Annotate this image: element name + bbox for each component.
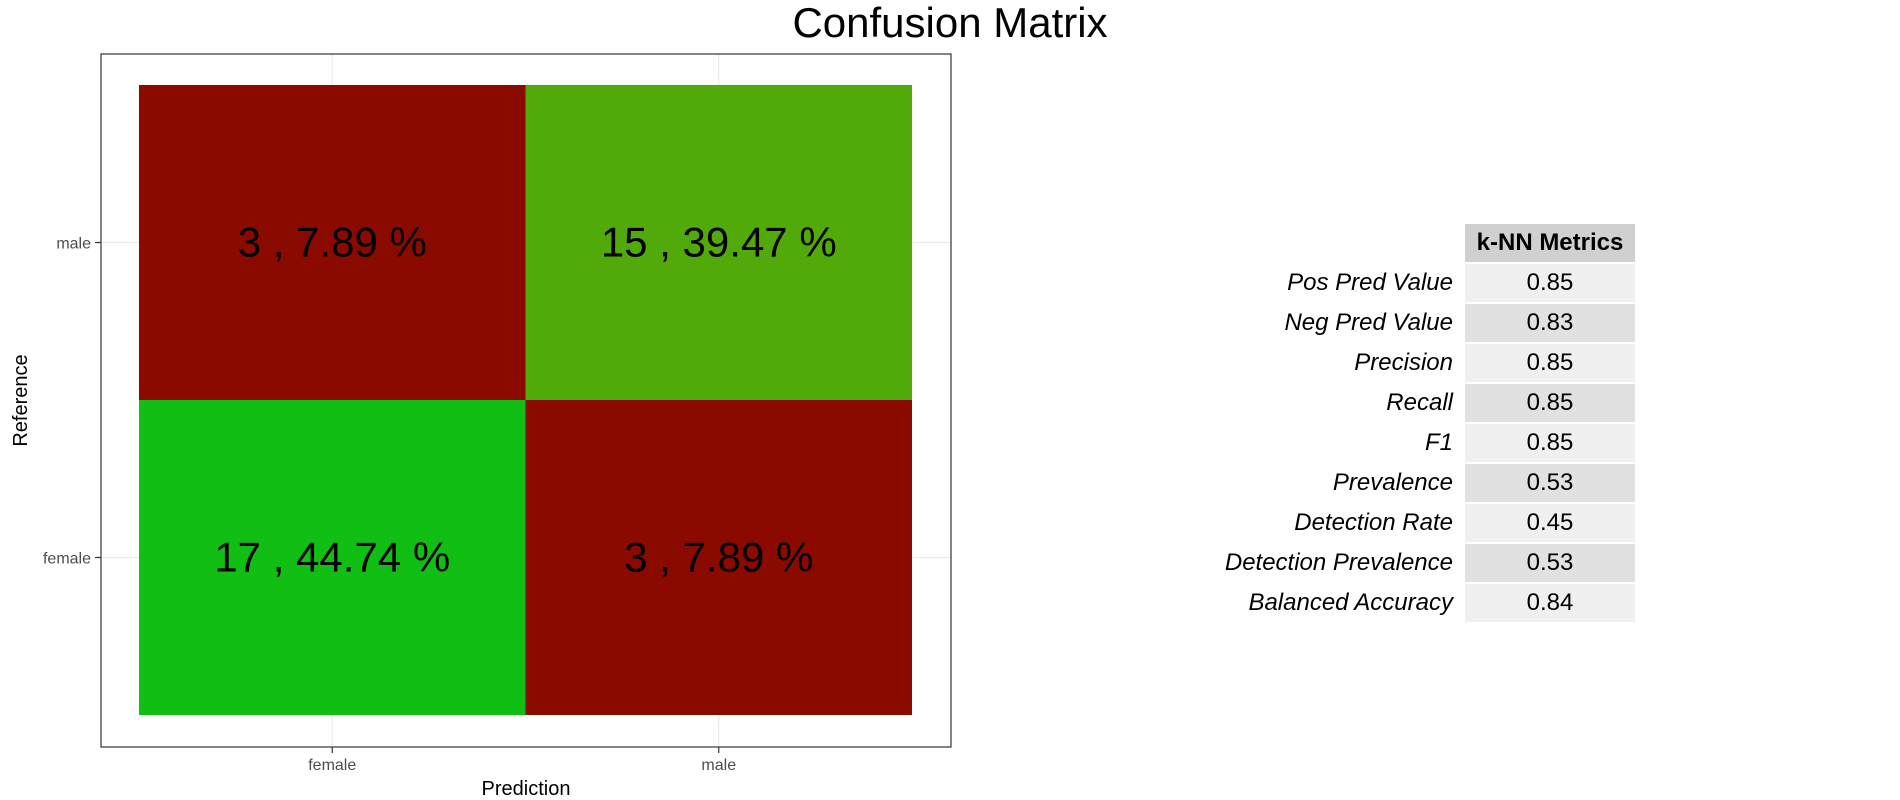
metric-label: Recall xyxy=(1386,389,1453,416)
metrics-table-body: Pos Pred Value 0.85 Neg Pred Value 0.83 Prec… xyxy=(1180,264,1635,622)
metrics-table-header: k-NN Metrics xyxy=(1465,224,1635,262)
heatmap-cell xyxy=(139,85,526,400)
metrics-row: Precision 0.85 xyxy=(1180,344,1635,382)
cell-label: 15 , 39.47 % xyxy=(601,219,837,266)
metric-label: Balanced Accuracy xyxy=(1248,589,1453,616)
metric-value: 0.45 xyxy=(1465,504,1635,542)
heatmap-cell xyxy=(525,85,912,400)
metric-value: 0.53 xyxy=(1465,464,1635,502)
metric-value: 0.85 xyxy=(1465,384,1635,422)
y-axis-label: Reference xyxy=(10,354,32,446)
metric-value: 0.85 xyxy=(1465,264,1635,302)
metric-label: Detection Prevalence xyxy=(1224,549,1453,576)
metric-label: Pos Pred Value xyxy=(1287,269,1453,296)
metrics-table: k-NN Metrics Pos Pred Value 0.85 Neg Pred … xyxy=(1180,224,1635,624)
metric-label: Detection Rate xyxy=(1294,509,1453,536)
metric-value: 0.84 xyxy=(1465,584,1635,622)
metrics-row: Balanced Accuracy 0.84 xyxy=(1180,584,1635,622)
cell-label: 17 , 44.74 % xyxy=(214,534,450,581)
cell-label: 3 , 7.89 % xyxy=(624,534,813,581)
confusion-matrix-heatmap: 3 , 7.89 % 15 , 39.47 % 17 , 44.74 % 3 , 7.… xyxy=(10,53,952,800)
metric-value: 0.85 xyxy=(1465,344,1635,382)
cell-label: 3 , 7.89 % xyxy=(238,219,427,266)
x-tick-label: male xyxy=(701,757,736,774)
metrics-table-header-row: k-NN Metrics xyxy=(1180,224,1635,262)
metrics-row: Detection Rate 0.45 xyxy=(1180,504,1635,542)
heatmap-cell xyxy=(139,400,526,715)
y-tick-label: female xyxy=(43,551,91,568)
metric-value: 0.83 xyxy=(1465,304,1635,342)
metric-label: Prevalence xyxy=(1332,469,1453,496)
panel-border xyxy=(100,53,952,748)
metrics-row: Prevalence 0.53 xyxy=(1180,464,1635,502)
x-axis-label: Prediction xyxy=(482,778,571,800)
metrics-row: Detection Prevalence 0.53 xyxy=(1180,544,1635,582)
y-tick-label: male xyxy=(56,236,91,253)
metric-value: 0.53 xyxy=(1465,544,1635,582)
metrics-row: Neg Pred Value 0.83 xyxy=(1180,304,1635,342)
metrics-row: Recall 0.85 xyxy=(1180,384,1635,422)
heatmap-cell xyxy=(525,400,912,715)
metric-label: Neg Pred Value xyxy=(1284,309,1453,336)
chart-title: Confusion Matrix xyxy=(792,0,1108,46)
x-tick-label: female xyxy=(308,757,356,774)
metric-label: F1 xyxy=(1424,429,1453,456)
metric-value: 0.85 xyxy=(1465,424,1635,462)
metrics-row: F1 0.85 xyxy=(1180,424,1635,462)
metrics-row: Pos Pred Value 0.85 xyxy=(1180,264,1635,302)
metric-label: Precision xyxy=(1354,349,1453,376)
